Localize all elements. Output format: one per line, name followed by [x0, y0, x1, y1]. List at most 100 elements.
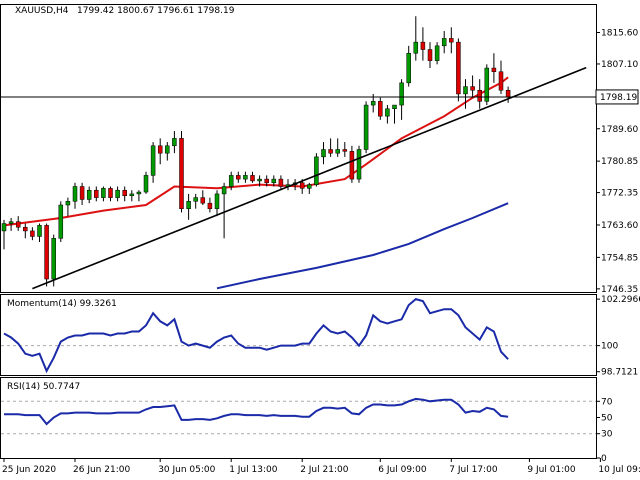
- candle-body: [243, 175, 248, 180]
- time-tick-label: 10 Jul 09:00: [598, 465, 640, 475]
- candle-body: [427, 49, 433, 61]
- candle-body: [122, 189, 127, 197]
- trendline: [32, 66, 587, 290]
- candle-body: [328, 149, 333, 154]
- candle-body: [498, 71, 504, 91]
- price-tick-label: 1746.35: [601, 285, 638, 295]
- candle-body: [15, 221, 21, 228]
- candle-body: [172, 138, 177, 147]
- price-tick-label: 1772.35: [601, 189, 638, 199]
- candle-body: [378, 101, 383, 117]
- momentum-tick-label: 98.7121: [601, 368, 638, 378]
- candle-body: [51, 238, 56, 280]
- momentum-label: Momentum(14) 99.3261: [7, 299, 117, 309]
- price-tick-label: 1807.10: [601, 60, 638, 70]
- candle-body: [108, 188, 113, 198]
- symbol-label: XAUUSD,H4: [15, 6, 69, 16]
- candle-body: [335, 149, 340, 154]
- candle-body: [250, 175, 255, 182]
- candle-body: [30, 230, 35, 237]
- candle-body: [399, 82, 404, 106]
- candle-body: [271, 178, 277, 184]
- candle-body: [228, 175, 234, 187]
- candle-body: [434, 45, 440, 61]
- candle-body: [484, 67, 490, 102]
- candle-body: [101, 188, 106, 198]
- rsi-tick-label: 30: [601, 430, 613, 440]
- candle-body: [456, 41, 461, 95]
- time-tick-label: 30 Jun 05:00: [158, 465, 215, 475]
- candle-body: [200, 197, 206, 204]
- candle-body: [1, 223, 7, 232]
- candle-body: [420, 41, 426, 50]
- price-tick-label: 1789.60: [601, 125, 638, 135]
- candle-body: [58, 204, 64, 239]
- candle-body: [385, 108, 390, 117]
- candle-body: [115, 189, 120, 198]
- rsi-tick-label: 70: [601, 397, 613, 407]
- candle-body: [86, 189, 92, 200]
- rsi-tick-label: 0: [601, 454, 607, 464]
- ma-slow-line: [216, 202, 509, 290]
- candle-body: [94, 189, 99, 198]
- candle-body: [37, 225, 42, 237]
- rsi-panel: 70 50 30 0: [0, 377, 613, 464]
- candle-body: [72, 186, 78, 202]
- candle-body: [370, 101, 376, 106]
- candle-body: [264, 178, 269, 184]
- time-tick-label: 7 Jul 17:00: [449, 465, 498, 475]
- candle-body: [349, 151, 355, 180]
- candle-body: [23, 226, 28, 232]
- momentum-tick-label: 100: [601, 342, 618, 352]
- ohlc-readout: 1799.42 1800.67 1796.61 1798.19: [77, 6, 235, 16]
- time-tick-label: 9 Jul 01:00: [527, 465, 576, 475]
- candle-body: [505, 90, 511, 98]
- candle-body: [165, 145, 170, 154]
- candle-body: [157, 145, 163, 154]
- candle-body: [186, 201, 191, 209]
- candle-body: [449, 38, 454, 43]
- rsi-label: RSI(14) 50.7747: [7, 382, 80, 392]
- candle-body: [150, 145, 156, 176]
- candle-body: [413, 41, 419, 54]
- price-tick-label: 1815.60: [601, 29, 638, 39]
- candle-body: [470, 86, 475, 91]
- time-tick-label: 6 Jul 09:00: [378, 465, 427, 475]
- candle-body: [193, 197, 198, 202]
- momentum-tick-label: 102.2966: [601, 295, 640, 305]
- candle-body: [463, 86, 468, 95]
- rsi-tick-label: 50: [601, 414, 613, 424]
- candle-body: [307, 184, 312, 189]
- price-tick-label: 1763.60: [601, 221, 638, 231]
- candle-body: [136, 191, 142, 195]
- candle-body: [342, 149, 348, 152]
- candle-body: [44, 225, 49, 280]
- candle-body: [299, 182, 305, 189]
- price-panel: 1815.60 1807.10 1789.60 1780.85 1772.35 1763.…: [0, 4, 639, 295]
- candle-body: [392, 104, 397, 110]
- price-frame: [0, 4, 597, 293]
- rsi-frame: [0, 377, 597, 459]
- momentum-line: [3, 297, 509, 374]
- candle-body: [491, 67, 497, 72]
- momentum-frame: [0, 294, 597, 376]
- candle-body: [207, 202, 213, 209]
- candle-body: [221, 186, 227, 195]
- candle-body: [214, 193, 220, 209]
- candle-body: [356, 149, 362, 180]
- time-tick-label: 26 Jun 21:00: [73, 465, 130, 475]
- candle-body: [314, 156, 319, 185]
- candle-body: [236, 175, 241, 180]
- candle-body: [65, 201, 71, 206]
- current-price-label: 1798.19: [600, 93, 637, 103]
- candle-body: [257, 178, 262, 182]
- candle-body: [441, 38, 447, 47]
- candle-body: [363, 104, 369, 150]
- time-tick-label: 25 Jun 2020: [2, 465, 56, 475]
- time-axis: 25 Jun 2020 26 Jun 21:00 30 Jun 05:00 1 Jul…: [2, 458, 640, 475]
- candle-body: [129, 193, 135, 197]
- candle-body: [477, 90, 482, 102]
- candle-body: [8, 221, 14, 224]
- candle-body: [179, 138, 184, 209]
